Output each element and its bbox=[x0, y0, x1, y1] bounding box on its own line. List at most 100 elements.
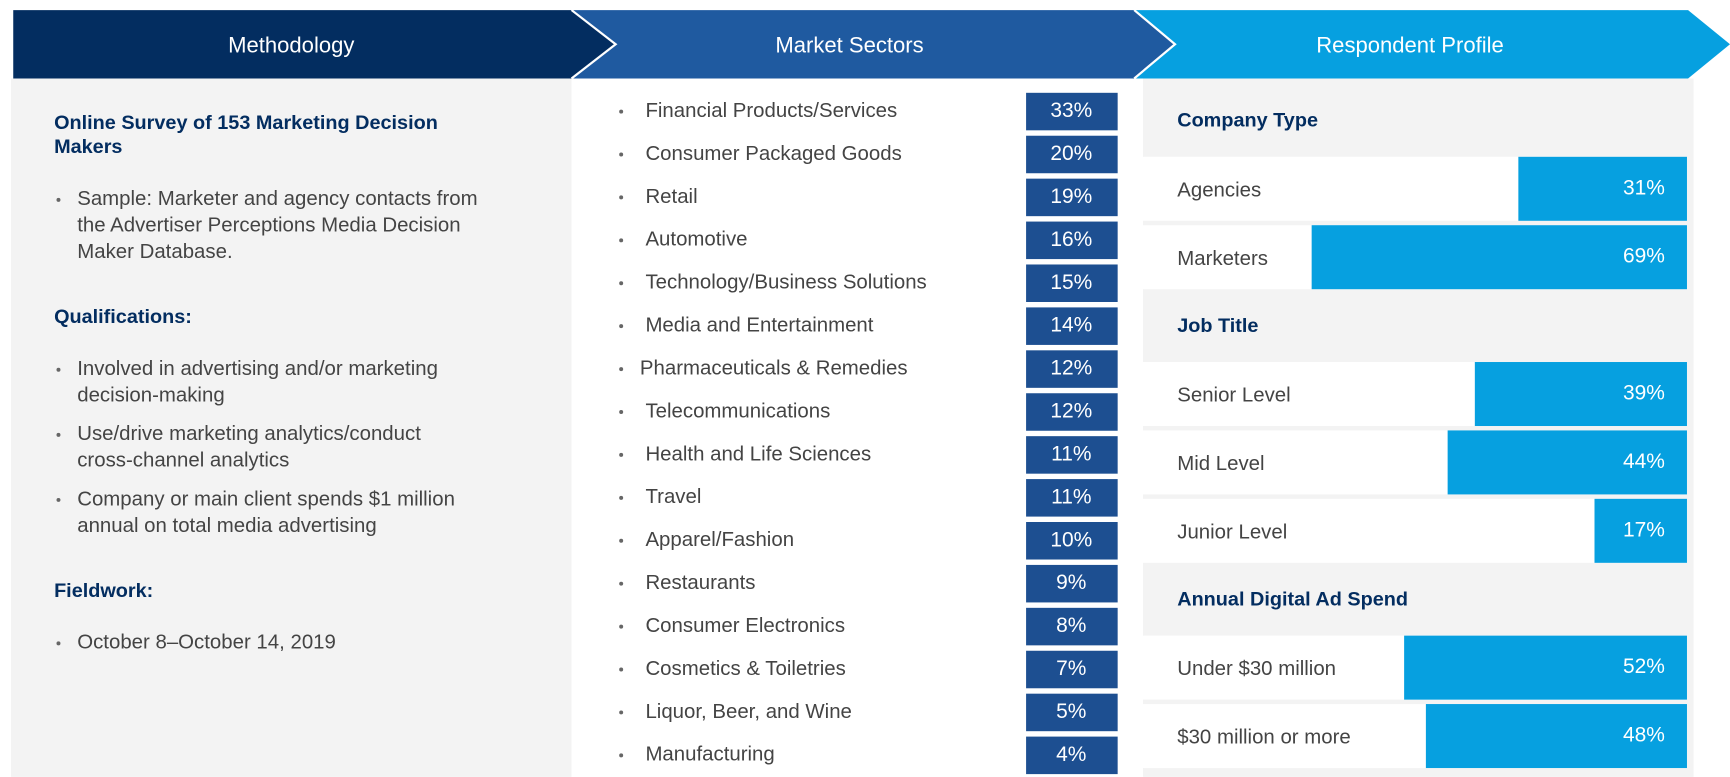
row-label: Marketers bbox=[1177, 248, 1268, 270]
sector-value: 15% bbox=[1050, 271, 1092, 294]
sector-label: Financial Products/Services bbox=[645, 100, 897, 122]
sector-label: Restaurants bbox=[645, 572, 755, 594]
bullet-text: Sample: Marketer and agency contacts fro… bbox=[77, 188, 477, 210]
bullet-text: decision-making bbox=[77, 385, 224, 407]
sector-row bbox=[584, 564, 1024, 603]
bullet bbox=[619, 324, 624, 329]
sector-value: 19% bbox=[1050, 185, 1092, 208]
bullet bbox=[619, 452, 624, 457]
row-value: 52% bbox=[1623, 655, 1665, 678]
sector-row bbox=[584, 736, 1024, 775]
sector-value-box bbox=[1026, 350, 1118, 388]
bullet bbox=[619, 410, 624, 414]
bullet bbox=[619, 538, 624, 543]
sector-value: 16% bbox=[1050, 228, 1092, 251]
sector-row bbox=[584, 693, 1024, 732]
bullet-text: annual on total media advertising bbox=[77, 515, 377, 537]
sector-row bbox=[584, 307, 1024, 345]
bullet-text: cross-channel analytics bbox=[77, 450, 289, 472]
sector-value: 11% bbox=[1051, 442, 1091, 465]
sector-value-box bbox=[1026, 479, 1118, 517]
bullet bbox=[619, 495, 624, 500]
sector-value-box bbox=[1026, 135, 1118, 174]
row-value: 69% bbox=[1623, 245, 1665, 268]
sector-row bbox=[584, 393, 1024, 431]
bullet bbox=[56, 367, 61, 372]
section-heading: Fieldwork: bbox=[54, 580, 153, 602]
bullet-text: Maker Database. bbox=[77, 241, 232, 263]
sector-value-box bbox=[1026, 307, 1118, 345]
sector-value: 11% bbox=[1051, 485, 1091, 508]
sector-label: Consumer Electronics bbox=[645, 615, 845, 637]
section-heading: Qualifications: bbox=[54, 306, 192, 328]
sector-row bbox=[584, 92, 1024, 131]
chevron-edge bbox=[1133, 9, 1177, 80]
sector-value: 33% bbox=[1050, 99, 1092, 122]
chevron-edge bbox=[570, 9, 618, 80]
sector-value-box bbox=[1026, 221, 1118, 260]
bullet bbox=[619, 281, 624, 286]
sector-label: Health and Life Sciences bbox=[645, 443, 871, 465]
bullet bbox=[619, 238, 624, 243]
bullet-text: Use/drive marketing analytics/conduct bbox=[77, 423, 421, 445]
header-title: Respondent Profile bbox=[1316, 32, 1504, 57]
bullet bbox=[619, 667, 624, 672]
sector-row bbox=[584, 522, 1024, 560]
bullet-text: Company or main client spends $1 million bbox=[77, 488, 455, 510]
sector-label: Manufacturing bbox=[645, 744, 774, 766]
row-value: 48% bbox=[1623, 724, 1665, 747]
group-heading: Company Type bbox=[1177, 110, 1318, 132]
sector-value: 20% bbox=[1050, 142, 1092, 165]
sector-label: Liquor, Beer, and Wine bbox=[645, 701, 851, 723]
bar bbox=[1404, 635, 1687, 700]
bar bbox=[1594, 498, 1687, 563]
sector-label: Cosmetics & Toiletries bbox=[645, 658, 845, 680]
sector-value-box bbox=[1026, 178, 1118, 217]
group-heading: Job Title bbox=[1177, 315, 1258, 337]
header-chevron bbox=[1134, 10, 1730, 79]
header-title: Methodology bbox=[228, 32, 354, 57]
sector-label: Pharmaceuticals & Remedies bbox=[640, 357, 908, 379]
bar bbox=[1474, 362, 1687, 427]
sector-value-box bbox=[1026, 650, 1118, 689]
header-chevron bbox=[571, 10, 1176, 79]
sector-row bbox=[584, 178, 1024, 217]
bar bbox=[1518, 156, 1687, 221]
bar bbox=[1447, 430, 1687, 495]
bar bbox=[1425, 704, 1687, 769]
sector-value-box bbox=[1026, 436, 1118, 474]
row-label: Agencies bbox=[1177, 179, 1261, 201]
bullet-text: October 8–October 14, 2019 bbox=[77, 632, 336, 654]
bullet bbox=[56, 497, 61, 502]
section-heading: Online Survey of 153 Marketing Decision bbox=[54, 112, 438, 134]
sector-label: Travel bbox=[645, 486, 701, 508]
bullet bbox=[619, 710, 624, 715]
sector-value: 12% bbox=[1050, 357, 1092, 380]
sector-row bbox=[584, 264, 1024, 302]
sector-row bbox=[584, 221, 1024, 260]
sector-row bbox=[584, 436, 1024, 474]
bullet bbox=[619, 152, 624, 157]
sector-row bbox=[584, 479, 1024, 517]
bullet bbox=[619, 195, 624, 200]
sector-value: 14% bbox=[1050, 314, 1092, 337]
bullet bbox=[619, 367, 624, 372]
sector-value-box bbox=[1026, 522, 1118, 560]
bullet-text: Involved in advertising and/or marketing bbox=[77, 358, 438, 380]
row-value: 44% bbox=[1623, 450, 1665, 473]
bullet bbox=[56, 432, 61, 437]
row-value: 39% bbox=[1623, 382, 1665, 405]
sector-label: Automotive bbox=[645, 229, 747, 251]
sector-label: Retail bbox=[645, 186, 697, 208]
bullet-text: the Advertiser Perceptions Media Decisio… bbox=[77, 215, 460, 237]
group-heading: Annual Digital Ad Spend bbox=[1177, 589, 1408, 611]
bullet bbox=[619, 753, 624, 758]
row-value: 17% bbox=[1623, 518, 1665, 541]
row-value: 31% bbox=[1623, 176, 1665, 199]
bar bbox=[1311, 225, 1687, 290]
left-panel bbox=[11, 78, 572, 777]
sector-value-box bbox=[1026, 693, 1118, 732]
sector-value-box bbox=[1026, 92, 1118, 131]
bullet bbox=[56, 197, 61, 202]
